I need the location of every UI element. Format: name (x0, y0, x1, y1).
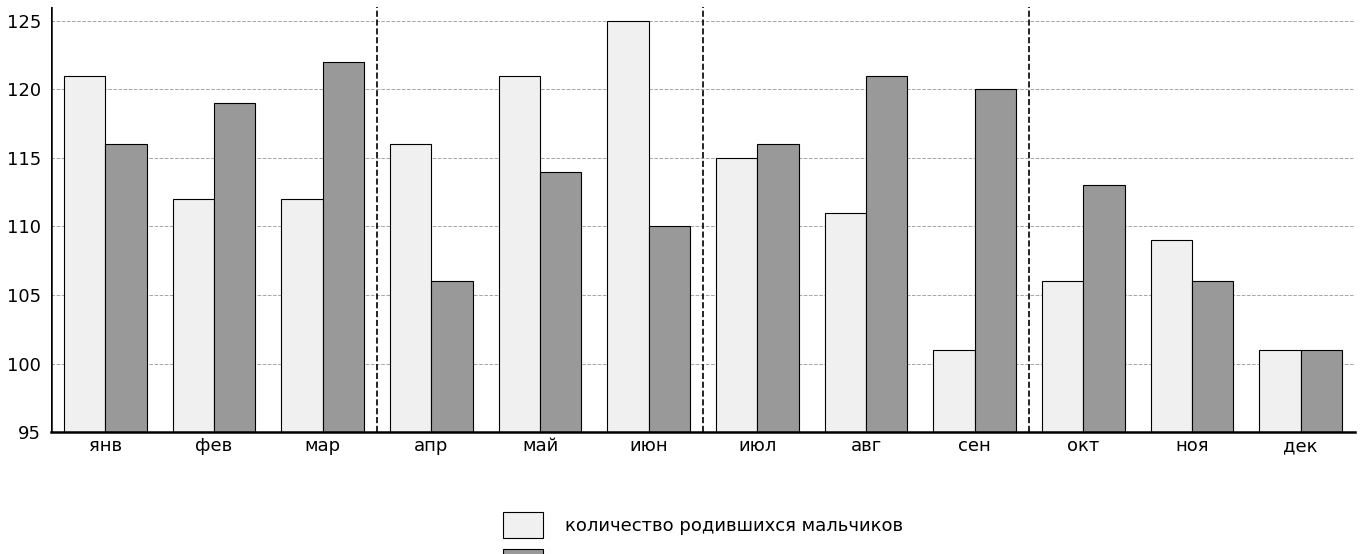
Bar (1192, 281, 1234, 432)
Bar (64, 75, 105, 432)
Bar (390, 144, 432, 432)
Bar (648, 227, 691, 432)
Bar (933, 350, 975, 432)
Bar (975, 89, 1016, 432)
Bar (323, 62, 364, 432)
Bar (282, 199, 323, 432)
Bar (866, 75, 907, 432)
Bar (498, 75, 541, 432)
Bar (1151, 240, 1192, 432)
Bar (541, 172, 582, 432)
Bar (1301, 350, 1342, 432)
Bar (757, 144, 798, 432)
Bar (825, 213, 866, 432)
Legend: количество родившихся мальчиков, количество родившихся девочек: количество родившихся мальчиков, количес… (496, 505, 910, 554)
Bar (1042, 281, 1083, 432)
Bar (1260, 350, 1301, 432)
Bar (214, 103, 255, 432)
Bar (607, 20, 648, 432)
Bar (432, 281, 473, 432)
Bar (105, 144, 147, 432)
Bar (716, 158, 757, 432)
Bar (1083, 185, 1125, 432)
Bar (173, 199, 214, 432)
